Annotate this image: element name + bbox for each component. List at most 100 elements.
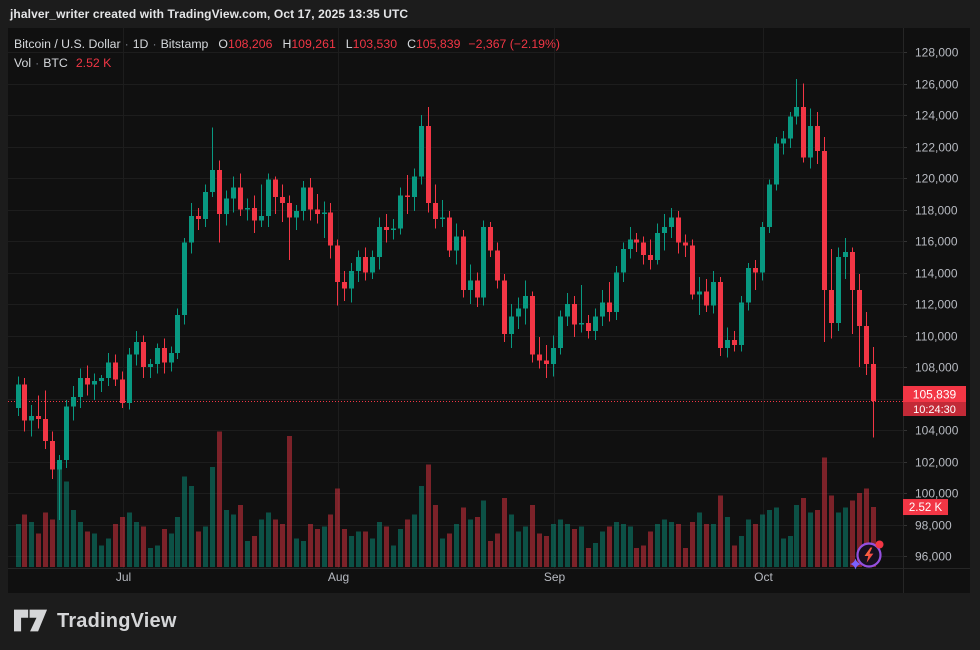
tradingview-mark-icon — [14, 609, 48, 632]
volume-bar — [85, 531, 90, 567]
tradingview-logo[interactable]: TradingView — [14, 608, 177, 634]
candle-body — [328, 212, 333, 246]
candle-body — [57, 459, 62, 470]
volume-bar — [259, 519, 264, 567]
candle-body — [579, 322, 584, 325]
lightning-bolt-icon — [864, 547, 874, 563]
separator-dot: · — [35, 56, 40, 70]
volume-bar — [308, 524, 313, 567]
candle-body — [335, 245, 340, 282]
volume-value-label-box — [903, 499, 948, 516]
candle-body — [412, 176, 417, 197]
volume-bar — [266, 512, 271, 567]
candle-body — [148, 363, 153, 367]
volume-bar — [127, 512, 132, 567]
symbol-title[interactable]: Bitcoin / U.S. Dollar — [14, 37, 121, 51]
footer-bar: TradingView — [0, 593, 980, 650]
time-axis-label: Sep — [544, 570, 566, 584]
ohlc-high: H109,261 — [282, 37, 335, 51]
candle-body — [669, 217, 674, 227]
volume-bar — [801, 497, 806, 567]
volume-bar — [287, 436, 292, 567]
volume-bar — [697, 512, 702, 567]
open-value: 108,206 — [227, 37, 273, 51]
volume-bar — [169, 533, 174, 567]
ohlc-open: O108,206 — [218, 37, 272, 51]
candle-body — [106, 362, 111, 379]
volume-bar — [544, 536, 549, 567]
volume-bar — [335, 488, 340, 567]
volume-unit-label: BTC — [43, 56, 68, 70]
volume-bar — [523, 526, 528, 567]
candle-body — [551, 348, 556, 364]
chart-canvas[interactable]: 96,00098,000100,000102,000104,000106,000… — [8, 28, 970, 593]
candle-body — [600, 302, 605, 317]
high-letter: H — [282, 37, 292, 51]
candle-body — [572, 304, 577, 325]
volume-row: Vol · BTC 2.52 K — [14, 54, 560, 73]
candle-body — [71, 396, 76, 407]
volume-bar — [648, 531, 653, 567]
candle-body — [99, 378, 104, 382]
volume-bar — [391, 545, 396, 567]
candle-body — [398, 195, 403, 229]
volume-bar — [231, 514, 236, 567]
volume-bar — [356, 531, 361, 567]
candle-body — [189, 215, 194, 243]
candle-body — [50, 441, 55, 470]
candle-body — [725, 340, 730, 349]
volume-bar — [857, 493, 862, 567]
candle-body — [454, 236, 459, 251]
chart-widget[interactable]: 96,00098,000100,000102,000104,000106,000… — [8, 28, 970, 593]
candle-body — [301, 187, 306, 212]
candle-body — [363, 256, 368, 273]
candle-body — [315, 209, 320, 215]
volume-bar — [301, 540, 306, 567]
price-tick-label: 110,000 — [915, 330, 958, 344]
candle-body — [280, 196, 285, 204]
candle-body — [481, 226, 486, 298]
flash-ai-button[interactable] — [846, 536, 890, 576]
candle-body — [774, 143, 779, 185]
volume-bar — [120, 517, 125, 567]
volume-bar — [732, 545, 737, 567]
volume-bar — [210, 467, 215, 567]
candle-body — [259, 215, 264, 221]
volume-bar — [29, 521, 34, 567]
candle-body — [273, 179, 278, 197]
attribution-text: jhalver_writer created with TradingView.… — [10, 7, 409, 21]
price-tick-label: 126,000 — [915, 78, 959, 92]
candle-body — [704, 291, 709, 306]
volume-bar — [600, 531, 605, 567]
candle-body — [162, 348, 167, 363]
volume-bar — [579, 526, 584, 567]
volume-bar — [64, 481, 69, 567]
candle-body — [85, 378, 90, 385]
volume-bar — [349, 536, 354, 567]
candle-body — [628, 239, 633, 249]
candle-body — [565, 304, 570, 317]
candle-body — [864, 326, 869, 364]
volume-bar — [850, 500, 855, 567]
price-tick-label: 118,000 — [915, 204, 958, 218]
candle-body — [196, 215, 201, 219]
candle-body — [294, 211, 299, 218]
candle-body — [426, 126, 431, 204]
volume-bar — [71, 509, 76, 567]
volume-label[interactable]: Vol — [14, 56, 32, 70]
volume-bar — [767, 509, 772, 567]
candle-body — [794, 107, 799, 117]
candle-body — [22, 384, 27, 421]
volume-bar — [148, 547, 153, 567]
candle-body — [843, 252, 848, 257]
candle-body — [92, 381, 97, 385]
interval-label[interactable]: 1D — [132, 37, 149, 51]
candle-body — [342, 281, 347, 289]
candle-body — [634, 239, 639, 243]
candle-body — [16, 384, 21, 408]
low-value: 103,530 — [352, 37, 398, 51]
candle-body — [308, 187, 313, 210]
candle-body — [815, 126, 820, 152]
volume-bar — [294, 538, 299, 567]
candle-body — [141, 341, 146, 367]
